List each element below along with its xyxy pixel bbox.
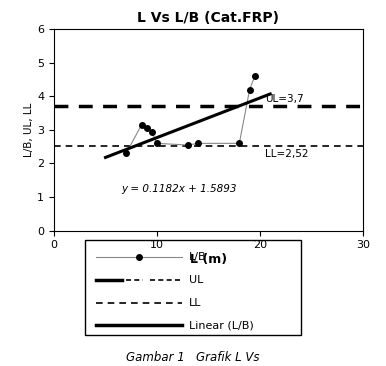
- Text: y = 0.1182x + 1.5893: y = 0.1182x + 1.5893: [121, 184, 237, 194]
- Y-axis label: L/B, UL, LL: L/B, UL, LL: [24, 103, 34, 157]
- Text: Linear (L/B): Linear (L/B): [189, 320, 254, 330]
- Text: LL: LL: [189, 298, 201, 307]
- Text: LL=2,52: LL=2,52: [265, 149, 308, 159]
- Title: L Vs L/B (Cat.FRP): L Vs L/B (Cat.FRP): [137, 11, 279, 25]
- Text: UL: UL: [189, 275, 203, 285]
- Text: L/B: L/B: [189, 252, 206, 262]
- Text: Gambar 1   Grafik L Vs: Gambar 1 Grafik L Vs: [126, 351, 260, 363]
- Text: UL=3,7: UL=3,7: [265, 94, 304, 104]
- X-axis label: L (m): L (m): [190, 253, 227, 266]
